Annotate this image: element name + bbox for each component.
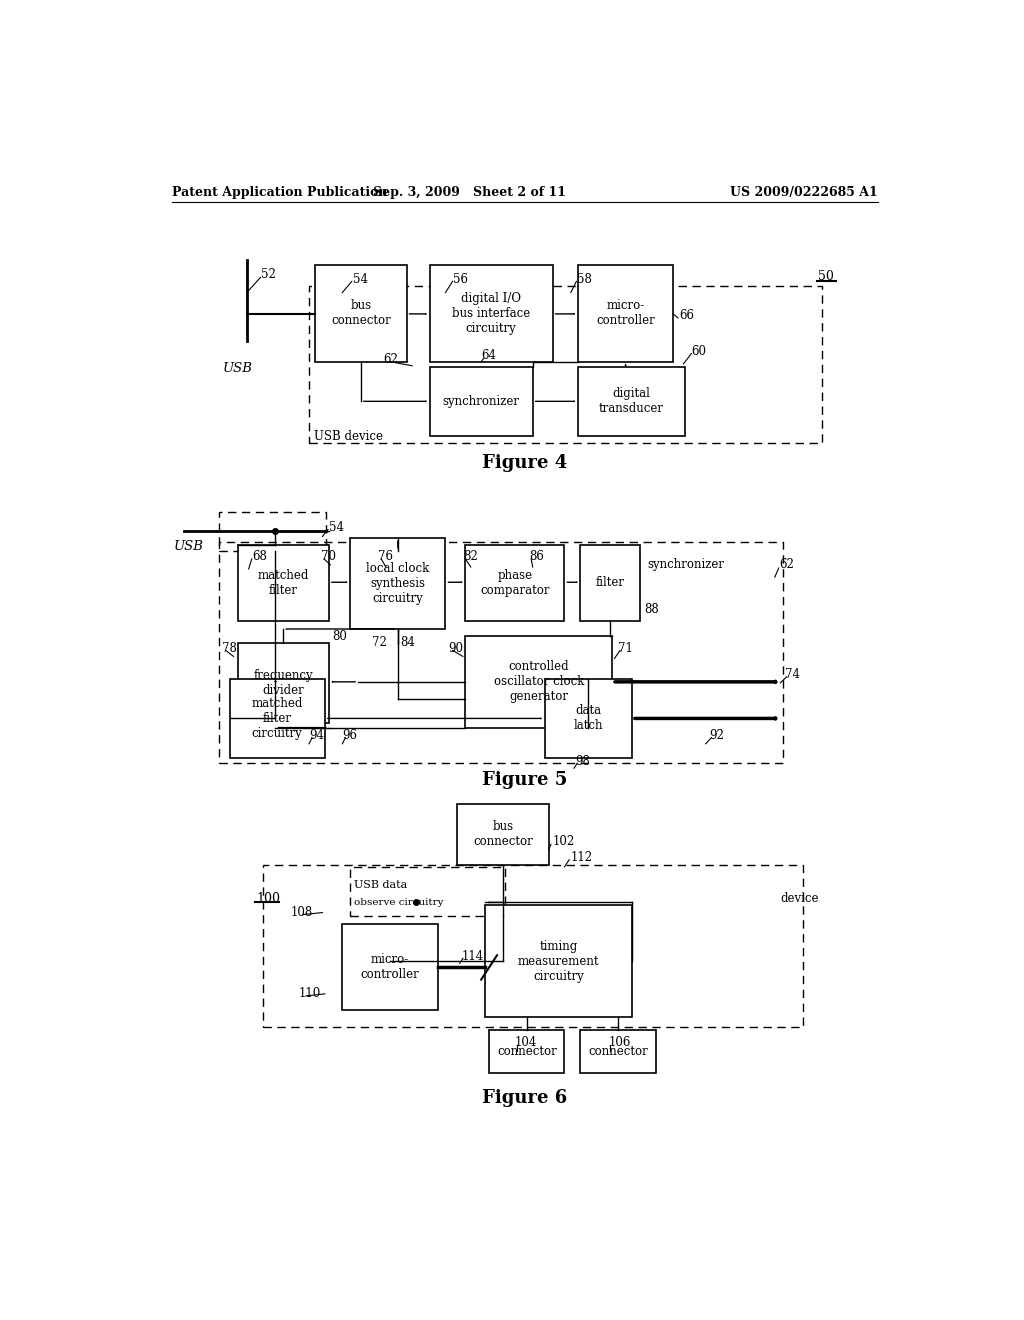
Text: 110: 110 <box>299 987 321 1001</box>
Text: 94: 94 <box>309 729 324 742</box>
Text: 114: 114 <box>461 950 483 962</box>
Text: USB: USB <box>174 540 204 553</box>
Text: digital I/O
bus interface
circuitry: digital I/O bus interface circuitry <box>452 292 530 335</box>
Text: filter: filter <box>596 577 625 589</box>
FancyBboxPatch shape <box>465 636 612 727</box>
Text: 50: 50 <box>818 269 835 282</box>
Text: 64: 64 <box>481 348 497 362</box>
FancyBboxPatch shape <box>578 265 673 362</box>
Text: digital
transducer: digital transducer <box>599 387 664 416</box>
FancyBboxPatch shape <box>578 367 685 436</box>
FancyBboxPatch shape <box>430 265 553 362</box>
Text: 66: 66 <box>679 309 693 322</box>
Text: 106: 106 <box>608 1036 631 1049</box>
Text: 100: 100 <box>257 892 281 904</box>
Text: 70: 70 <box>321 550 336 564</box>
Text: 62: 62 <box>778 558 794 572</box>
FancyBboxPatch shape <box>229 678 325 758</box>
Text: 54: 54 <box>352 273 368 286</box>
FancyBboxPatch shape <box>489 1031 564 1073</box>
Text: 72: 72 <box>373 636 387 648</box>
Text: synchronizer: synchronizer <box>442 395 519 408</box>
Text: 84: 84 <box>400 636 415 648</box>
Text: 88: 88 <box>644 603 658 616</box>
Text: Patent Application Publication: Patent Application Publication <box>172 186 387 199</box>
Text: Figure 4: Figure 4 <box>482 454 567 473</box>
Text: 98: 98 <box>574 755 590 768</box>
Text: 76: 76 <box>378 550 393 564</box>
Text: USB device: USB device <box>314 430 384 444</box>
Text: 74: 74 <box>785 668 800 681</box>
Text: phase
comparator: phase comparator <box>480 569 550 597</box>
Text: Sep. 3, 2009   Sheet 2 of 11: Sep. 3, 2009 Sheet 2 of 11 <box>373 186 565 199</box>
FancyBboxPatch shape <box>465 545 564 620</box>
Text: 82: 82 <box>463 550 477 564</box>
Text: matched
filter
circuitry: matched filter circuitry <box>252 697 303 741</box>
Text: 68: 68 <box>253 550 267 564</box>
FancyBboxPatch shape <box>581 545 640 620</box>
Text: 60: 60 <box>691 345 707 358</box>
Text: 52: 52 <box>261 268 276 281</box>
Text: matched
filter: matched filter <box>257 569 309 597</box>
FancyBboxPatch shape <box>342 924 437 1010</box>
Text: 62: 62 <box>384 354 398 366</box>
Text: timing
measurement
circuitry: timing measurement circuitry <box>518 940 599 983</box>
Text: 90: 90 <box>447 642 463 655</box>
Text: data
latch: data latch <box>573 705 603 733</box>
Text: 102: 102 <box>553 836 574 847</box>
FancyBboxPatch shape <box>485 906 632 1018</box>
Text: 80: 80 <box>333 630 347 643</box>
Text: bus
connector: bus connector <box>473 820 532 849</box>
Text: 71: 71 <box>617 642 633 655</box>
Text: device: device <box>780 892 819 904</box>
FancyBboxPatch shape <box>350 537 445 630</box>
FancyBboxPatch shape <box>545 678 632 758</box>
Text: micro-
controller: micro- controller <box>596 300 655 327</box>
Text: USB data: USB data <box>354 880 408 890</box>
Text: connector: connector <box>588 1045 648 1059</box>
FancyBboxPatch shape <box>238 545 329 620</box>
FancyBboxPatch shape <box>315 265 407 362</box>
FancyBboxPatch shape <box>238 643 329 722</box>
Text: 104: 104 <box>514 1036 537 1049</box>
Text: 96: 96 <box>342 729 357 742</box>
FancyBboxPatch shape <box>581 1031 655 1073</box>
FancyBboxPatch shape <box>458 804 549 865</box>
Text: 58: 58 <box>578 273 592 286</box>
Text: frequency
divider: frequency divider <box>253 669 313 697</box>
FancyBboxPatch shape <box>430 367 532 436</box>
Text: 78: 78 <box>221 642 237 655</box>
Text: 108: 108 <box>291 906 313 919</box>
Text: micro-
controller: micro- controller <box>360 953 419 981</box>
Text: Figure 6: Figure 6 <box>482 1089 567 1106</box>
Text: observe circuitry: observe circuitry <box>354 898 443 907</box>
Text: USB: USB <box>223 362 253 375</box>
Text: 86: 86 <box>529 550 545 564</box>
Text: US 2009/0222685 A1: US 2009/0222685 A1 <box>730 186 878 199</box>
Text: local clock
synthesis
circuitry: local clock synthesis circuitry <box>367 562 429 605</box>
Text: controlled
oscillator clock
generator: controlled oscillator clock generator <box>494 660 584 704</box>
Text: connector: connector <box>497 1045 557 1059</box>
Text: 92: 92 <box>710 729 725 742</box>
Text: bus
connector: bus connector <box>331 300 391 327</box>
Text: 54: 54 <box>329 521 344 533</box>
Text: synchronizer: synchronizer <box>648 558 725 572</box>
Text: 112: 112 <box>570 851 593 865</box>
Text: 56: 56 <box>454 273 468 286</box>
Text: Figure 5: Figure 5 <box>482 771 567 789</box>
